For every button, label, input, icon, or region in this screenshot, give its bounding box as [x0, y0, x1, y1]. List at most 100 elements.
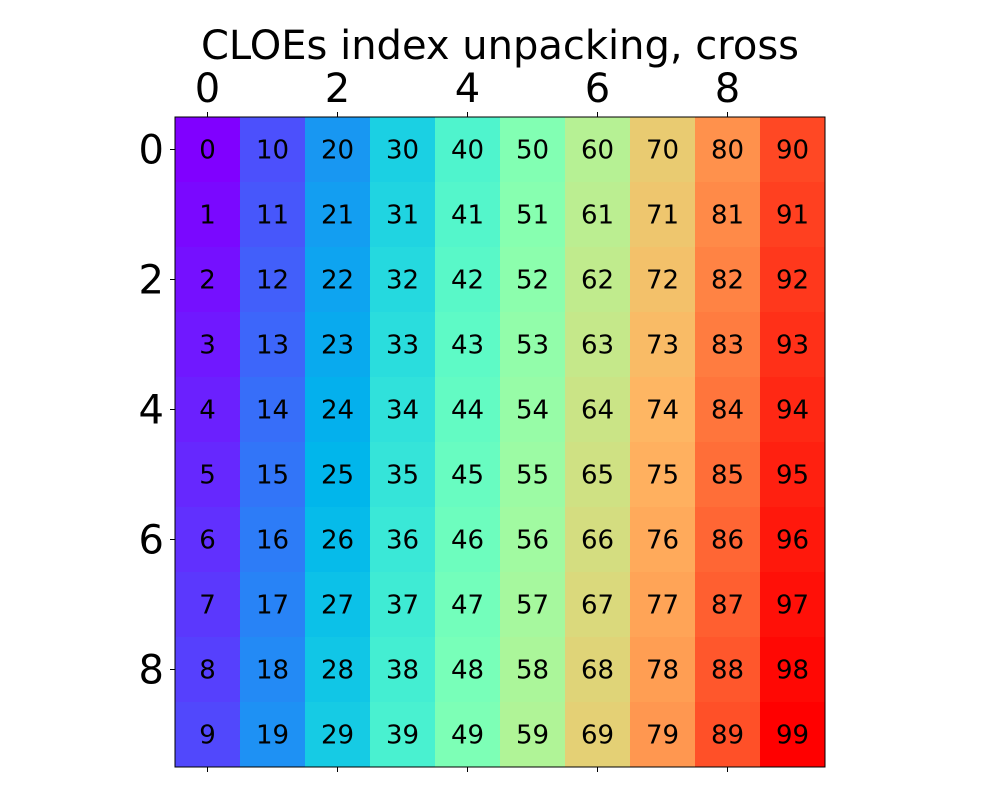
heatmap-cell-r5-c2 — [305, 442, 371, 508]
heatmap-cell-r8-c7 — [630, 637, 696, 703]
cell-value-label: 25 — [321, 461, 354, 491]
heatmap-cell-r7-c6 — [565, 572, 631, 638]
heatmap-cell-r2-c8 — [695, 247, 761, 313]
heatmap-cell-r6-c0 — [175, 507, 241, 573]
heatmap-cell-r8-c8 — [695, 637, 761, 703]
cell-value-label: 19 — [256, 721, 289, 751]
cell-value-label: 0 — [199, 136, 216, 166]
x-tick-label: 4 — [455, 66, 480, 112]
heatmap-cell-r2-c6 — [565, 247, 631, 313]
cell-value-label: 97 — [776, 591, 809, 621]
cell-value-label: 94 — [776, 396, 809, 426]
cell-value-label: 62 — [581, 266, 614, 296]
heatmap-cell-r6-c8 — [695, 507, 761, 573]
heatmap-cell-r0-c6 — [565, 117, 631, 183]
heatmap-cell-r3-c9 — [760, 312, 826, 378]
heatmap-cell-r6-c5 — [500, 507, 566, 573]
cell-value-label: 95 — [776, 461, 809, 491]
heatmap-cell-r3-c1 — [240, 312, 306, 378]
cell-value-label: 20 — [321, 136, 354, 166]
cell-value-label: 60 — [581, 136, 614, 166]
heatmap-cell-r2-c2 — [305, 247, 371, 313]
cell-value-label: 77 — [646, 591, 679, 621]
heatmap-cell-r1-c7 — [630, 182, 696, 248]
heatmap-cell-r1-c0 — [175, 182, 241, 248]
heatmap-cell-r8-c6 — [565, 637, 631, 703]
cell-value-label: 7 — [199, 591, 216, 621]
cell-value-label: 70 — [646, 136, 679, 166]
cell-value-label: 52 — [516, 266, 549, 296]
cell-value-label: 38 — [386, 656, 419, 686]
cell-value-label: 33 — [386, 331, 419, 361]
x-tick-label: 6 — [585, 66, 610, 112]
plot-frame — [174, 116, 826, 768]
heatmap-cell-r4-c1 — [240, 377, 306, 443]
heatmap-cell-r4-c2 — [305, 377, 371, 443]
cell-value-label: 89 — [711, 721, 744, 751]
cell-value-label: 5 — [199, 461, 216, 491]
heatmap-cell-r0-c5 — [500, 117, 566, 183]
heatmap-cell-r9-c0 — [175, 702, 241, 768]
cell-value-label: 32 — [386, 266, 419, 296]
heatmap-cell-r2-c1 — [240, 247, 306, 313]
heatmap-cell-r1-c1 — [240, 182, 306, 248]
cell-value-label: 2 — [199, 266, 216, 296]
heatmap-cell-r4-c6 — [565, 377, 631, 443]
heatmap-cell-r9-c8 — [695, 702, 761, 768]
cell-value-label: 82 — [711, 266, 744, 296]
cell-value-label: 31 — [386, 201, 419, 231]
cell-value-label: 44 — [451, 396, 484, 426]
heatmap-cell-r9-c6 — [565, 702, 631, 768]
cell-value-label: 30 — [386, 136, 419, 166]
cell-value-label: 61 — [581, 201, 614, 231]
cell-value-label: 11 — [256, 201, 289, 231]
cell-value-label: 6 — [199, 526, 216, 556]
cell-value-label: 14 — [256, 396, 289, 426]
cell-value-label: 68 — [581, 656, 614, 686]
cell-value-label: 13 — [256, 331, 289, 361]
heatmap-cell-r9-c1 — [240, 702, 306, 768]
cell-value-label: 42 — [451, 266, 484, 296]
heatmap-cell-r3-c8 — [695, 312, 761, 378]
heatmap-cell-r9-c4 — [435, 702, 501, 768]
heatmap-cell-r9-c9 — [760, 702, 826, 768]
cell-value-label: 57 — [516, 591, 549, 621]
cell-value-label: 46 — [451, 526, 484, 556]
cell-value-label: 74 — [646, 396, 679, 426]
heatmap-cell-r5-c6 — [565, 442, 631, 508]
heatmap-cell-r9-c7 — [630, 702, 696, 768]
cell-value-label: 96 — [776, 526, 809, 556]
heatmap-cell-r6-c1 — [240, 507, 306, 573]
heatmap-cell-r3-c7 — [630, 312, 696, 378]
cell-value-label: 21 — [321, 201, 354, 231]
heatmap-cell-r6-c7 — [630, 507, 696, 573]
heatmap-cell-r3-c2 — [305, 312, 371, 378]
heatmap-cell-r1-c5 — [500, 182, 566, 248]
cell-value-label: 48 — [451, 656, 484, 686]
cell-value-label: 75 — [646, 461, 679, 491]
chart-title: CLOEs index unpacking, cross — [201, 23, 799, 69]
heatmap-cell-r8-c9 — [760, 637, 826, 703]
cell-value-label: 56 — [516, 526, 549, 556]
heatmap-cell-r7-c4 — [435, 572, 501, 638]
heatmap-cell-r5-c4 — [435, 442, 501, 508]
cell-value-label: 81 — [711, 201, 744, 231]
heatmap-cell-r7-c8 — [695, 572, 761, 638]
cell-value-label: 88 — [711, 656, 744, 686]
cell-value-label: 53 — [516, 331, 549, 361]
heatmap-cell-r4-c0 — [175, 377, 241, 443]
heatmap-cell-r0-c7 — [630, 117, 696, 183]
cell-value-label: 3 — [199, 331, 216, 361]
cell-value-label: 26 — [321, 526, 354, 556]
cell-value-label: 45 — [451, 461, 484, 491]
cell-value-label: 86 — [711, 526, 744, 556]
heatmap-cell-r1-c8 — [695, 182, 761, 248]
heatmap-cell-r4-c5 — [500, 377, 566, 443]
cell-value-label: 69 — [581, 721, 614, 751]
heatmap-cell-r9-c3 — [370, 702, 436, 768]
heatmap-cell-r3-c4 — [435, 312, 501, 378]
cell-value-label: 59 — [516, 721, 549, 751]
heatmap-cell-r5-c7 — [630, 442, 696, 508]
x-tick-label: 8 — [715, 66, 740, 112]
